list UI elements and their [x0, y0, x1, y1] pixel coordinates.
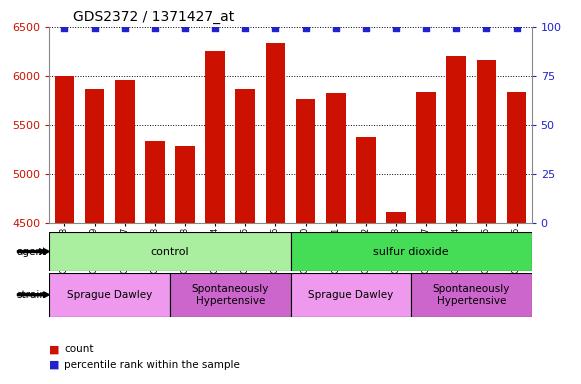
Bar [476, 60, 496, 223]
Bar [296, 99, 315, 223]
Bar [49, 273, 170, 317]
Text: ■: ■ [49, 360, 60, 370]
Bar [170, 273, 290, 317]
Bar [266, 43, 285, 223]
Point [392, 25, 401, 31]
Bar [326, 93, 346, 223]
Bar [446, 56, 466, 223]
Point [301, 25, 310, 31]
Text: GDS2372 / 1371427_at: GDS2372 / 1371427_at [74, 10, 235, 25]
Point [90, 25, 99, 31]
Bar [205, 51, 225, 223]
Bar [235, 89, 255, 223]
Text: sulfur dioxide: sulfur dioxide [373, 247, 449, 257]
Text: Sprague Dawley: Sprague Dawley [308, 290, 393, 300]
Text: control: control [150, 247, 189, 257]
Point [512, 25, 521, 31]
Bar [356, 137, 376, 223]
Point [150, 25, 160, 31]
Point [120, 25, 130, 31]
Text: Spontaneously
Hypertensive: Spontaneously Hypertensive [192, 284, 269, 306]
Point [210, 25, 220, 31]
Bar [290, 232, 532, 271]
Point [421, 25, 431, 31]
Bar [507, 91, 526, 223]
Point [482, 25, 491, 31]
Text: ■: ■ [49, 344, 60, 354]
Point [180, 25, 189, 31]
Bar [175, 146, 195, 223]
Text: count: count [64, 344, 94, 354]
Point [331, 25, 340, 31]
Text: percentile rank within the sample: percentile rank within the sample [64, 360, 240, 370]
Bar [417, 91, 436, 223]
Bar [386, 212, 406, 223]
Bar [290, 273, 411, 317]
Point [271, 25, 280, 31]
Point [451, 25, 461, 31]
Text: strain: strain [16, 290, 46, 300]
Bar [115, 80, 135, 223]
Text: agent: agent [16, 247, 46, 257]
Bar [49, 232, 290, 271]
Text: Sprague Dawley: Sprague Dawley [67, 290, 152, 300]
Bar [145, 141, 164, 223]
Point [60, 25, 69, 31]
Bar [85, 89, 105, 223]
Point [361, 25, 371, 31]
Text: Spontaneously
Hypertensive: Spontaneously Hypertensive [433, 284, 510, 306]
Point [241, 25, 250, 31]
Bar [411, 273, 532, 317]
Bar [55, 76, 74, 223]
